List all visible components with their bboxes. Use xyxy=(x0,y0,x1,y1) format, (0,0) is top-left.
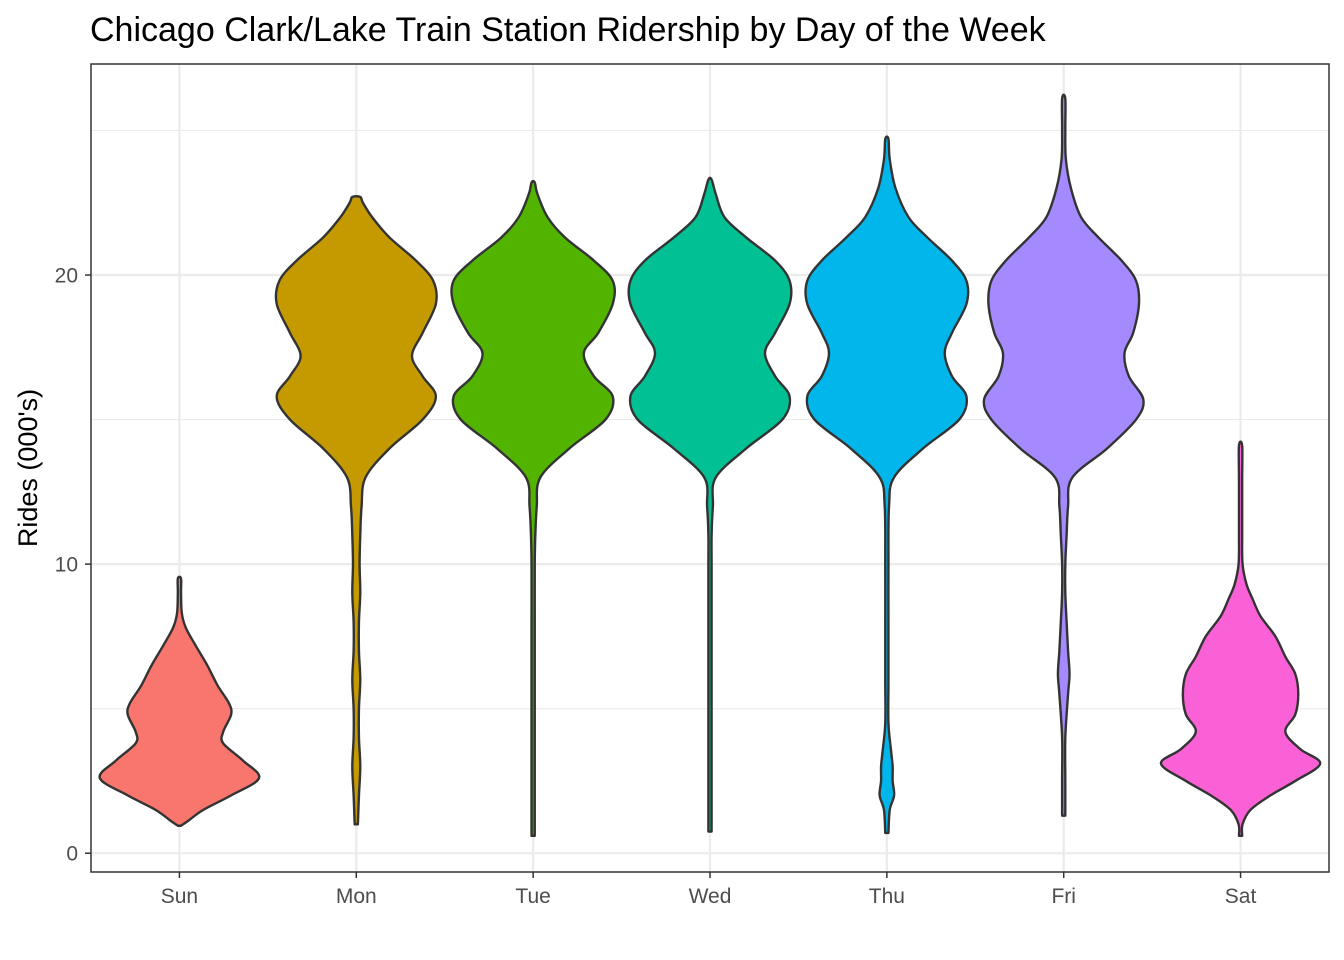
y-axis-title: Rides (000's) xyxy=(13,389,43,547)
x-tick-label-mon: Mon xyxy=(336,885,377,908)
x-tick-label-thu: Thu xyxy=(869,885,905,908)
violin-wed xyxy=(627,176,793,833)
x-tick-label-fri: Fri xyxy=(1051,885,1076,908)
x-tick-label-wed: Wed xyxy=(689,885,732,908)
violin-sat xyxy=(1159,440,1322,838)
violin-thu xyxy=(804,135,970,835)
violin-tue xyxy=(450,179,617,838)
violin-fri xyxy=(982,93,1145,817)
y-axis: 0 10 20 xyxy=(55,265,91,866)
violins xyxy=(98,93,1322,838)
y-tick-label: 0 xyxy=(66,843,78,866)
y-tick-label: 10 xyxy=(55,554,78,577)
x-axis: Sun Mon Tue Wed Thu Fri Sat xyxy=(161,872,1257,908)
chart-title: Chicago Clark/Lake Train Station Ridersh… xyxy=(90,11,1047,49)
x-tick-label-sat: Sat xyxy=(1225,885,1257,908)
violin-sun xyxy=(98,575,261,827)
y-tick-label: 20 xyxy=(55,265,78,288)
x-tick-label-tue: Tue xyxy=(515,885,550,908)
x-tick-label-sun: Sun xyxy=(161,885,198,908)
violin-mon xyxy=(274,195,438,826)
